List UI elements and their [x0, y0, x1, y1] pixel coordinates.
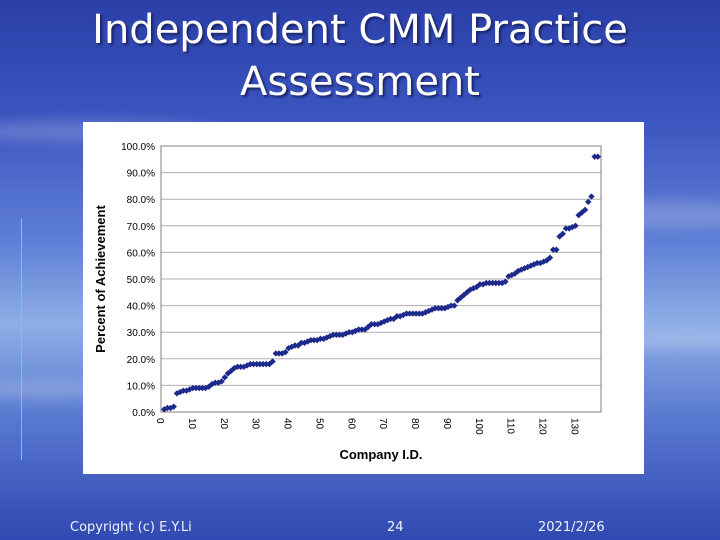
data-point [167, 404, 174, 412]
chart-panel: 0.0% 10.0% 20.0% 30.0% 40.0% 50.0% 60.0% 70.0% 8… [83, 122, 644, 474]
x-tick-label: 120 [537, 418, 548, 435]
x-tick-label: 30 [250, 418, 261, 430]
y-tick-label: 90.0% [127, 169, 155, 180]
x-axis-label: Company I.D. [339, 447, 422, 462]
plot-area-border [160, 145, 602, 413]
footer-page-number: 24 [387, 520, 404, 535]
slide-title-line1: Independent CMM Practice [92, 7, 628, 53]
y-axis-tick-labels: 0.0% 10.0% 20.0% 30.0% 40.0% 50.0% 60.0% 70.0% 8… [121, 142, 155, 419]
y-tick-label: 100.0% [121, 142, 155, 153]
x-tick-label: 130 [568, 418, 579, 435]
decorative-divider [21, 218, 22, 460]
data-point [396, 313, 404, 320]
x-tick-label: 20 [218, 418, 229, 430]
data-point [269, 358, 276, 365]
x-tick-label: 100 [473, 418, 484, 435]
y-tick-label: 80.0% [127, 195, 155, 206]
data-point [514, 267, 522, 275]
data-point [575, 211, 582, 219]
data-point [518, 266, 525, 273]
data-point [581, 206, 589, 214]
y-tick-label: 70.0% [127, 222, 155, 233]
y-tick-label: 10.0% [127, 381, 155, 392]
footer-date: 2021/2/26 [538, 520, 605, 535]
data-point [301, 339, 308, 347]
y-tick-label: 30.0% [127, 328, 155, 339]
data-point [218, 378, 225, 385]
data-point [588, 193, 595, 200]
data-point [266, 360, 273, 368]
x-tick-label: 60 [345, 418, 356, 430]
x-tick-label: 110 [505, 418, 516, 434]
data-point [508, 271, 515, 279]
y-tick-label: 0.0% [132, 408, 155, 419]
data-point [530, 261, 538, 268]
y-tick-label: 50.0% [127, 275, 155, 286]
x-tick-label: 10 [186, 418, 197, 430]
data-point [451, 302, 458, 309]
x-tick-label: 40 [282, 418, 293, 430]
data-points [160, 153, 602, 413]
x-tick-label: 80 [409, 418, 420, 430]
data-point [569, 223, 576, 231]
y-tick-label: 20.0% [127, 355, 155, 366]
y-tick-label: 60.0% [127, 248, 155, 259]
data-point [170, 403, 177, 410]
x-tick-label: 90 [441, 418, 452, 430]
slide-title-line2: Assessment [240, 59, 480, 105]
x-tick-label: 0 [154, 418, 165, 424]
y-axis-label: Percent of Achievement [93, 205, 108, 353]
data-point [559, 230, 566, 237]
data-point [553, 246, 560, 253]
data-point [282, 348, 289, 356]
data-point [221, 374, 228, 381]
data-point [457, 294, 464, 301]
slide-title: Independent CMM Practice Assessment [0, 4, 720, 108]
footer-copyright: Copyright (c) E.Y.Li [70, 520, 192, 535]
data-point [444, 303, 452, 311]
scatter-chart: 0.0% 10.0% 20.0% 30.0% 40.0% 50.0% 60.0% 70.0% 8… [93, 142, 602, 462]
x-tick-label: 50 [313, 418, 324, 430]
data-point [320, 335, 327, 343]
x-axis-tick-labels: 0 10 20 30 40 50 60 70 80 90 100 110 120 130 [154, 418, 579, 435]
y-tick-label: 40.0% [127, 302, 155, 313]
data-point [594, 153, 602, 160]
x-tick-label: 70 [377, 418, 388, 430]
